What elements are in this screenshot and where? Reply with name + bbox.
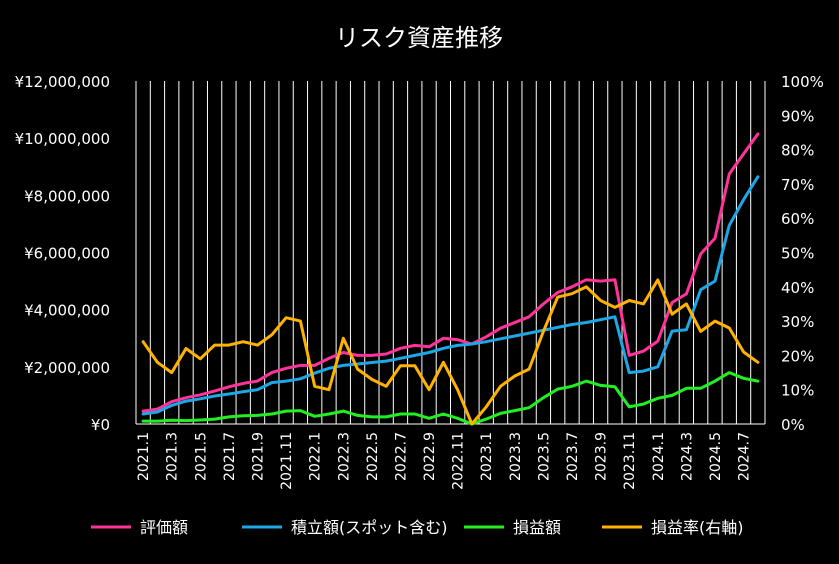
y-axis-right: 0% 10% 20% 30% 40% 50% 60% 70% 80% 90% 100% [781, 73, 824, 434]
y-right-tick-label: 60% [781, 210, 814, 228]
x-tick-label: 2021.5 [193, 432, 209, 481]
y-right-tick-label: 80% [781, 142, 814, 160]
y-right-tick-label: 50% [781, 245, 814, 263]
legend-label: 損益額 [513, 518, 561, 537]
y-right-tick-label: 30% [781, 313, 814, 331]
x-tick-label: 2023.1 [479, 432, 495, 481]
y-left-tick-label: ¥8,000,000 [24, 187, 110, 205]
x-tick-label: 2021.3 [165, 432, 181, 481]
x-tick-label: 2024.1 [651, 432, 667, 481]
series-line [141, 175, 760, 416]
legend: 評価額 積立額(スポット含む) 損益額 損益率(右軸) [91, 518, 744, 537]
x-tick-label: 2021.7 [222, 432, 238, 481]
y-right-tick-label: 90% [781, 107, 814, 125]
chart-title: リスク資産推移 [335, 24, 503, 52]
grid-lines [135, 81, 766, 425]
series-line [141, 371, 760, 426]
legend-label: 積立額(スポット含む) [291, 518, 448, 537]
x-tick-label: 2024.5 [708, 432, 724, 481]
x-tick-label: 2022.1 [308, 432, 324, 481]
x-tick-label: 2022.7 [393, 432, 409, 481]
y-right-tick-label: 0% [781, 416, 805, 434]
x-tick-label: 2022.5 [365, 432, 381, 481]
series-line [141, 278, 760, 426]
x-tick-label: 2021.1 [136, 432, 152, 481]
y-left-tick-label: ¥4,000,000 [24, 302, 110, 320]
y-right-tick-label: 20% [781, 347, 814, 365]
y-axis-left: ¥0 ¥2,000,000 ¥4,000,000 ¥6,000,000 ¥8,000,0… [15, 73, 110, 434]
legend-label: 損益率(右軸) [651, 518, 744, 537]
x-tick-label: 2024.7 [737, 432, 753, 481]
y-right-tick-label: 10% [781, 382, 814, 400]
y-left-tick-label: ¥10,000,000 [15, 130, 110, 148]
x-tick-label: 2022.11 [451, 432, 467, 490]
x-tick-label: 2021.11 [279, 432, 295, 490]
series-lines [141, 132, 760, 426]
y-right-tick-label: 100% [781, 73, 824, 91]
y-right-tick-label: 40% [781, 279, 814, 297]
x-tick-label: 2023.11 [622, 432, 638, 490]
y-left-tick-label: ¥12,000,000 [15, 73, 110, 91]
x-tick-label: 2024.3 [679, 432, 695, 481]
y-left-tick-label: ¥0 [91, 416, 110, 434]
x-tick-label: 2022.3 [336, 432, 352, 481]
x-tick-label: 2023.3 [508, 432, 524, 481]
x-tick-label: 2021.9 [251, 432, 267, 481]
x-tick-label: 2022.9 [422, 432, 438, 481]
x-axis: 2021.1 2021.3 2021.5 2021.7 2021.9 2021.11 202… [136, 432, 752, 490]
x-tick-label: 2023.5 [536, 432, 552, 481]
x-tick-label: 2023.7 [565, 432, 581, 481]
series-line [141, 132, 760, 413]
y-left-tick-label: ¥6,000,000 [24, 245, 110, 263]
legend-label: 評価額 [140, 518, 188, 537]
y-right-tick-label: 70% [781, 176, 814, 194]
y-left-tick-label: ¥2,000,000 [24, 359, 110, 377]
x-tick-label: 2023.9 [594, 432, 610, 481]
